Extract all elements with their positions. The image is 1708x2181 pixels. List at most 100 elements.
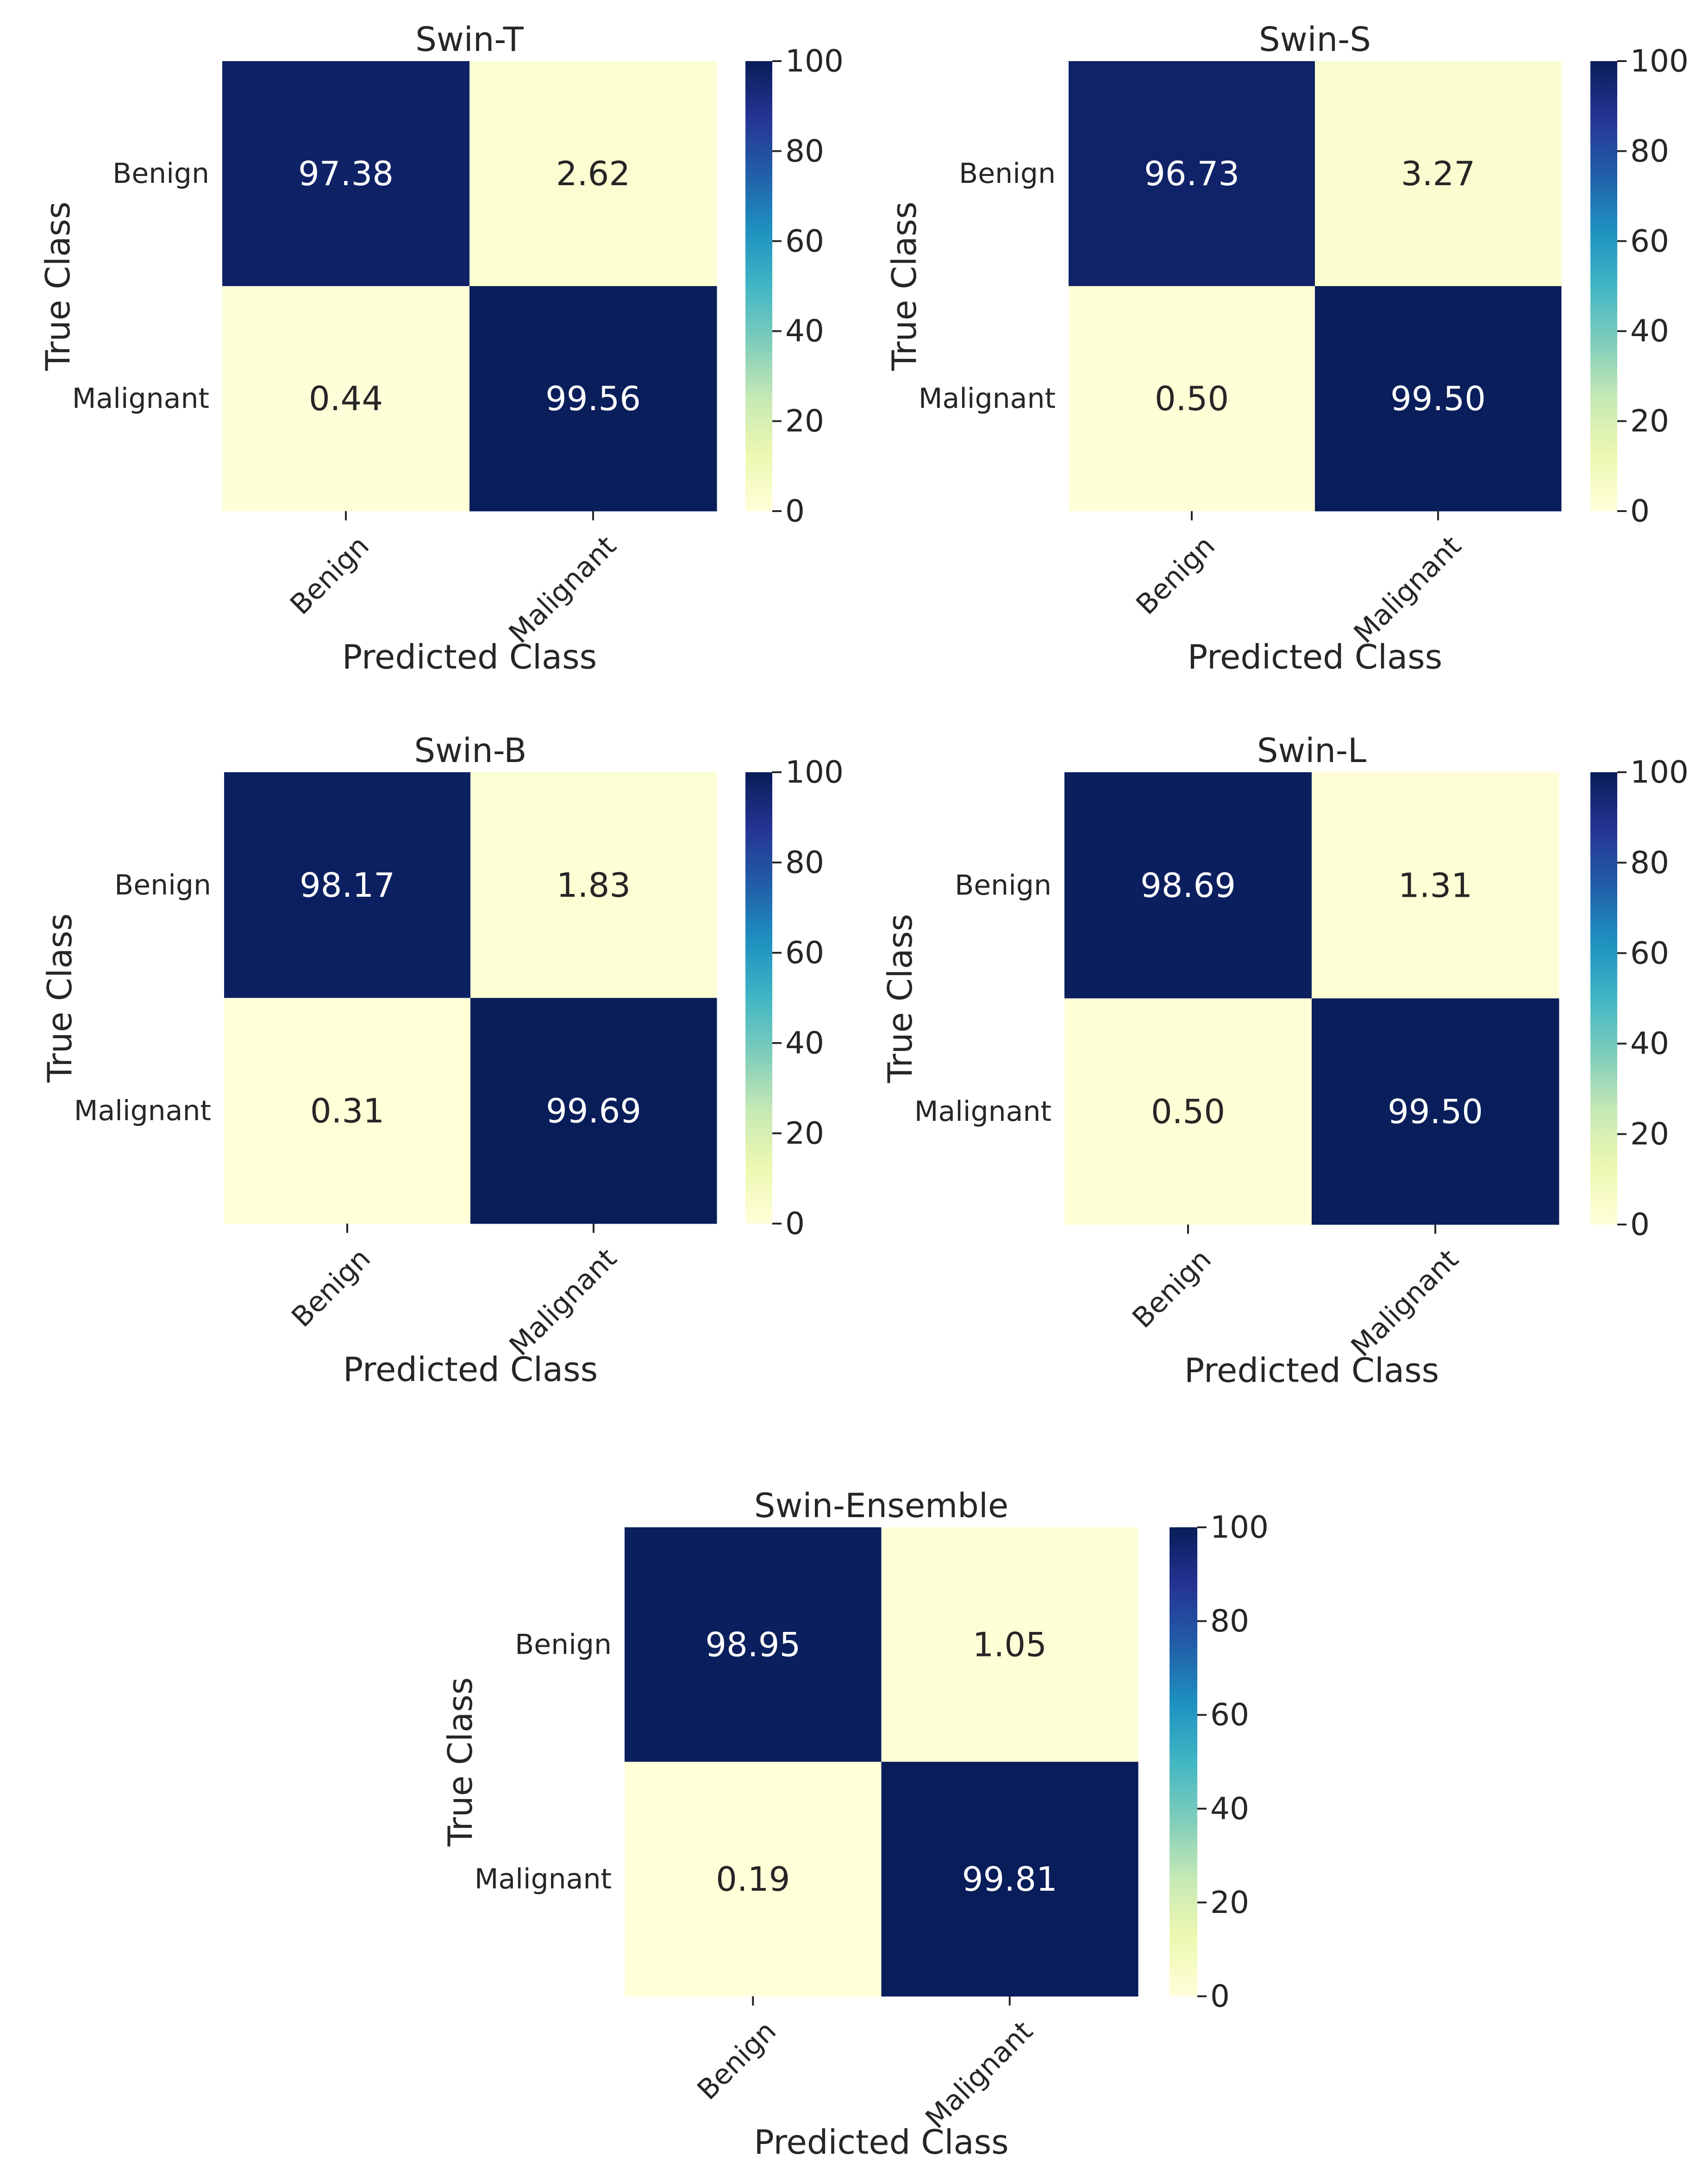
- colorbar-tick-label: 20: [785, 403, 824, 439]
- cell-value-label: 0.44: [309, 379, 383, 418]
- colorbar-tick-label: 0: [1630, 1207, 1650, 1243]
- colorbar-tick-label: 0: [1210, 1979, 1230, 2014]
- cell-value-label: 96.73: [1144, 154, 1239, 193]
- x-tick-label: Malignant: [503, 1242, 623, 1362]
- x-axis-label: Predicted Class: [343, 1350, 598, 1389]
- x-tick-label: Benign: [691, 2015, 782, 2106]
- cell-value-label: 3.27: [1401, 154, 1475, 193]
- cell-value-label: 1.31: [1398, 866, 1472, 905]
- y-tick-label: Benign: [955, 869, 1051, 901]
- colorbar-tick-label: 100: [785, 755, 844, 790]
- colorbar-tick-label: 80: [785, 845, 824, 881]
- chart-title: Swin-L: [1257, 731, 1366, 770]
- colorbar-tick-label: 40: [1630, 1026, 1669, 1062]
- cell-value-label: 98.17: [300, 866, 395, 905]
- colorbar-tick-label: 60: [1210, 1697, 1249, 1733]
- cell-value-label: 99.50: [1390, 379, 1486, 418]
- colorbar-tick-label: 40: [1210, 1791, 1249, 1826]
- colorbar-gradient: [745, 61, 772, 511]
- colorbar-tick-label: 100: [1630, 755, 1689, 790]
- colorbar-tick-label: 80: [785, 133, 824, 169]
- colorbar-gradient: [1590, 61, 1617, 511]
- colorbar-tick-label: 0: [1630, 494, 1650, 529]
- chart-title: Swin-S: [1259, 20, 1371, 59]
- cell-value-label: 1.83: [557, 866, 631, 905]
- cell-value-label: 1.05: [973, 1625, 1047, 1664]
- x-tick-label: Malignant: [1345, 1243, 1465, 1363]
- colorbar-tick-label: 80: [1630, 133, 1669, 169]
- colorbar-tick-label: 20: [1630, 403, 1669, 439]
- y-tick-label: Benign: [959, 157, 1056, 190]
- x-tick-label: Benign: [284, 530, 375, 621]
- y-axis-label: True Class: [40, 913, 79, 1083]
- x-axis-label: Predicted Class: [1184, 1351, 1439, 1390]
- cell-value-label: 97.38: [298, 154, 394, 193]
- panel-swin-s: 96.73 3.27 0.50 99.50 Swin-S Benign Malignant B…: [885, 20, 1689, 676]
- x-axis-label: Predicted Class: [1188, 637, 1442, 676]
- colorbar: 0 20 40 60 80 100: [745, 44, 844, 529]
- colorbar-tick-label: 100: [1630, 44, 1689, 79]
- confusion-matrix-figure: 97.38 2.62 0.44 99.56 Swin-T Benign Malignant B…: [0, 0, 1708, 2181]
- cell-value-label: 0.19: [716, 1860, 790, 1899]
- y-axis-label: True Class: [441, 1677, 480, 1847]
- y-tick-label: Malignant: [74, 1094, 211, 1127]
- cell-value-label: 99.50: [1388, 1092, 1483, 1131]
- y-tick-label: Benign: [114, 869, 211, 901]
- y-tick-label: Malignant: [72, 382, 209, 415]
- colorbar-tick-label: 20: [1210, 1885, 1249, 1920]
- x-tick-label: Malignant: [919, 2015, 1039, 2135]
- colorbar: 0 20 40 60 80 100: [1170, 1510, 1269, 2014]
- y-axis-label: True Class: [885, 201, 924, 371]
- y-tick-label: Benign: [113, 157, 209, 190]
- cell-value-label: 2.62: [556, 154, 630, 193]
- colorbar-tick-label: 100: [785, 44, 844, 79]
- cell-value-label: 0.50: [1151, 1092, 1225, 1131]
- panel-swin-ensemble: 98.95 1.05 0.19 99.81 Swin-Ensemble Benign Mal…: [441, 1486, 1269, 2162]
- x-tick-label: Benign: [1130, 530, 1221, 621]
- panel-swin-l: 98.69 1.31 0.50 99.50 Swin-L Benign Malignant B…: [881, 731, 1689, 1390]
- y-tick-label: Benign: [515, 1628, 612, 1661]
- colorbar-gradient: [745, 772, 772, 1224]
- colorbar-gradient: [1590, 772, 1617, 1225]
- panel-swin-t: 97.38 2.62 0.44 99.56 Swin-T Benign Malignant B…: [38, 20, 844, 676]
- y-axis-label: True Class: [38, 201, 77, 371]
- colorbar: 0 20 40 60 80 100: [745, 755, 844, 1242]
- cell-value-label: 99.69: [546, 1091, 641, 1130]
- x-tick-label: Benign: [286, 1242, 377, 1333]
- colorbar-tick-label: 60: [785, 223, 824, 259]
- y-tick-label: Malignant: [475, 1863, 612, 1895]
- cell-value-label: 0.50: [1155, 379, 1229, 418]
- colorbar: 0 20 40 60 80 100: [1590, 755, 1689, 1243]
- panel-swin-b: 98.17 1.83 0.31 99.69 Swin-B Benign Malignant B…: [40, 731, 844, 1389]
- x-tick-label: Malignant: [1348, 530, 1468, 650]
- cell-value-label: 99.56: [545, 379, 641, 418]
- colorbar-tick-label: 20: [1630, 1116, 1669, 1152]
- x-axis-label: Predicted Class: [754, 2123, 1008, 2162]
- colorbar-tick-label: 20: [785, 1116, 824, 1151]
- cell-value-label: 99.81: [962, 1860, 1057, 1899]
- colorbar-tick-label: 80: [1630, 845, 1669, 881]
- colorbar-tick-label: 40: [1630, 313, 1669, 349]
- colorbar-gradient: [1170, 1527, 1197, 1996]
- colorbar-tick-label: 60: [1630, 935, 1669, 971]
- y-axis-label: True Class: [881, 914, 920, 1083]
- cell-value-label: 98.69: [1140, 866, 1236, 905]
- chart-title: Swin-Ensemble: [754, 1486, 1008, 1525]
- y-tick-label: Malignant: [914, 1095, 1051, 1128]
- colorbar-tick-label: 100: [1210, 1510, 1269, 1545]
- colorbar-tick-label: 0: [785, 1206, 805, 1242]
- colorbar: 0 20 40 60 80 100: [1590, 44, 1689, 529]
- x-axis-label: Predicted Class: [342, 637, 597, 676]
- cell-value-label: 0.31: [310, 1091, 384, 1130]
- colorbar-tick-label: 40: [785, 313, 824, 349]
- colorbar-tick-label: 80: [1210, 1603, 1249, 1639]
- x-tick-label: Benign: [1126, 1243, 1218, 1334]
- colorbar-tick-label: 60: [785, 935, 824, 971]
- y-tick-label: Malignant: [919, 382, 1056, 415]
- colorbar-tick-label: 60: [1630, 223, 1669, 259]
- colorbar-tick-label: 0: [785, 494, 805, 529]
- chart-title: Swin-T: [415, 20, 524, 59]
- colorbar-tick-label: 40: [785, 1025, 824, 1061]
- chart-title: Swin-B: [414, 731, 526, 770]
- x-tick-label: Malignant: [503, 530, 623, 650]
